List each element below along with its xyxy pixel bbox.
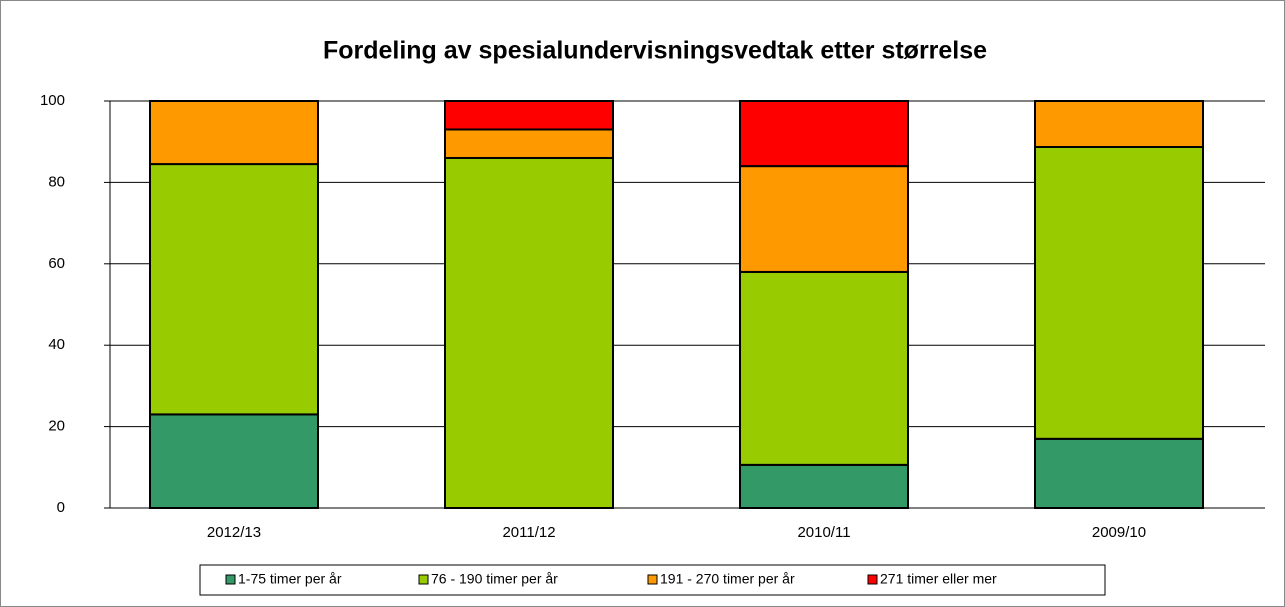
y-tick-label: 80 (48, 173, 65, 190)
bar-segment (739, 270, 909, 466)
bar-segment (739, 165, 909, 273)
bar-segment (444, 128, 614, 159)
x-tick-label: 2012/13 (207, 524, 261, 541)
legend-label: 1-75 timer per år (238, 571, 342, 587)
bar-segment (739, 463, 909, 509)
y-tick-label: 100 (40, 92, 65, 109)
bar-segment (1034, 100, 1204, 148)
y-tick-label: 60 (48, 255, 65, 272)
bar-segment (149, 163, 319, 416)
legend-swatch (225, 574, 236, 585)
y-tick-label: 20 (48, 418, 65, 435)
bar-segment (444, 100, 614, 131)
y-tick-label: 0 (57, 499, 65, 516)
bar-segment (1034, 437, 1204, 509)
legend-swatch (647, 574, 658, 585)
bar-segment (739, 100, 909, 168)
bar-segment (444, 156, 614, 509)
y-tick-label: 40 (48, 336, 65, 353)
bar-segment (149, 100, 319, 166)
legend-swatch (418, 574, 429, 585)
x-tick-label: 2009/10 (1092, 524, 1146, 541)
legend-swatch (867, 574, 878, 585)
bar-segment (149, 413, 319, 510)
bar-segment (1034, 145, 1204, 440)
chart-title: Fordeling av spesialundervisningsvedtak … (323, 37, 987, 65)
x-tick-label: 2011/12 (502, 524, 555, 541)
legend-label: 271 timer eller mer (880, 571, 997, 587)
x-tick-label: 2010/11 (797, 524, 850, 541)
legend-label: 191 - 270 timer per år (660, 571, 795, 587)
legend-label: 76 - 190 timer per år (431, 571, 558, 587)
